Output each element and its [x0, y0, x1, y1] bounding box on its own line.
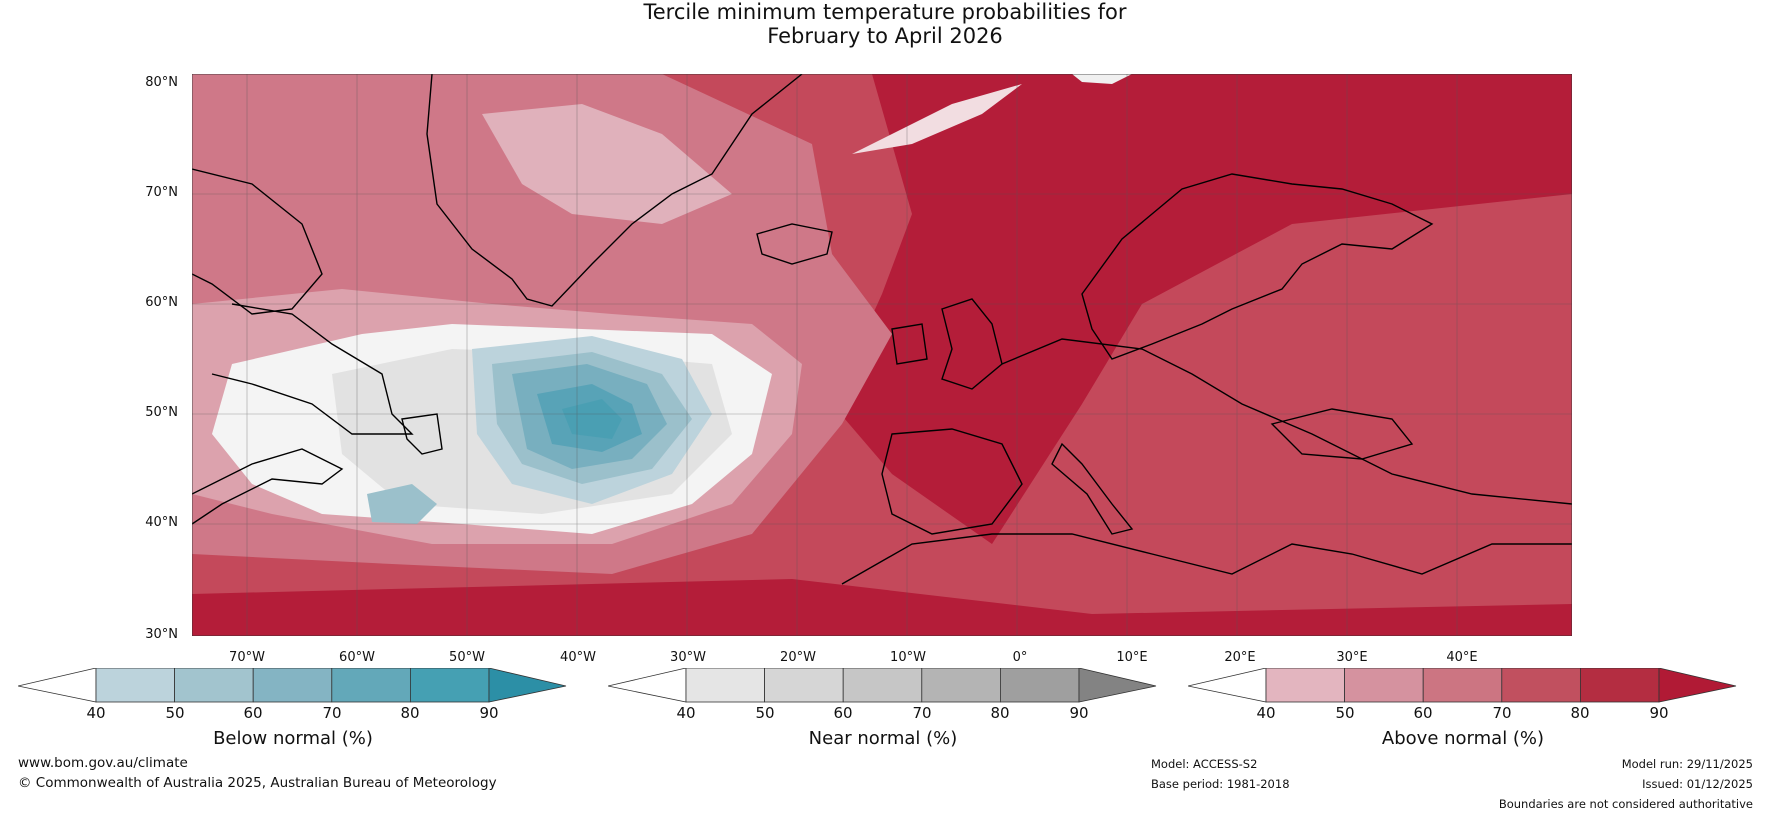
coast-scandinavia — [1081, 173, 1434, 360]
colorbar-above-normal: 40 50 60 70 80 90 Above normal (%) — [1188, 668, 1738, 758]
title-line-1: Tercile minimum temperature probabilitie… — [643, 0, 1127, 24]
lon-label-40e: 40°E — [1446, 650, 1478, 665]
tick-below-40: 40 — [86, 704, 106, 722]
footer-issued: Issued: 01/12/2025 — [1642, 777, 1753, 791]
lon-label-30e: 30°E — [1336, 650, 1368, 665]
lon-label-60w: 60°W — [339, 650, 375, 665]
swatch-above-60-70 — [1422, 668, 1503, 703]
zone-near-svalbard — [1072, 74, 1132, 84]
tick-above-60: 60 — [1413, 704, 1433, 722]
tick-above-90: 90 — [1649, 704, 1669, 722]
coast-nova-scotia — [192, 448, 344, 525]
tick-above-80: 80 — [1570, 704, 1590, 722]
swatch-above-40-50 — [1265, 668, 1345, 703]
coast-baffin — [192, 168, 323, 315]
coast-black-sea — [1270, 408, 1414, 460]
colorbar-above-label: Above normal (%) — [1381, 728, 1545, 749]
swatch-above-80-90 — [1579, 668, 1660, 703]
title-line-2: February to April 2026 — [767, 24, 1003, 48]
swatch-below-70-80 — [331, 668, 411, 703]
lat-label-40n: 40°N — [145, 515, 178, 530]
swatch-above-50-60 — [1344, 668, 1424, 703]
tick-near-90: 90 — [1069, 704, 1089, 722]
tick-near-50: 50 — [755, 704, 775, 722]
tick-below-60: 60 — [243, 704, 263, 722]
lon-label-0: 0° — [1012, 650, 1028, 665]
coast-british-isles — [891, 298, 1003, 390]
lon-label-10w: 10°W — [890, 650, 926, 665]
lat-label-30n: 30°N — [145, 627, 178, 642]
coast-continent — [1001, 338, 1572, 505]
lat-label-80n: 80°N — [145, 75, 178, 90]
tick-below-80: 80 — [400, 704, 420, 722]
coastlines — [192, 74, 1572, 585]
footer-copyright: © Commonwealth of Australia 2025, Austra… — [18, 775, 497, 791]
swatch-near-over-90 — [1078, 668, 1157, 703]
swatch-below-80-90 — [409, 668, 490, 703]
coast-iberia — [881, 428, 1023, 535]
swatch-below-under-40 — [18, 668, 97, 703]
zone-below-small — [367, 484, 437, 524]
tick-near-80: 80 — [990, 704, 1010, 722]
zone-near-greenland-sea — [852, 84, 1022, 154]
footer-website: www.bom.gov.au/climate — [18, 755, 188, 771]
tick-below-90: 90 — [479, 704, 499, 722]
swatch-near-under-40 — [608, 668, 687, 703]
footer-disclaimer: Boundaries are not considered authoritat… — [1498, 797, 1753, 811]
lat-label-60n: 60°N — [145, 295, 178, 310]
swatch-above-over-90 — [1658, 668, 1737, 703]
zone-above-90-south — [192, 579, 1572, 636]
probability-map — [192, 74, 1572, 636]
colorbar-near-normal-swatches — [608, 668, 1157, 703]
swatch-near-80-90 — [999, 668, 1080, 703]
swatch-below-60-70 — [252, 668, 333, 703]
graticule — [192, 74, 1572, 636]
lat-label-50n: 50°N — [145, 405, 178, 420]
tick-near-70: 70 — [912, 704, 932, 722]
colorbar-near-normal: 40 50 60 70 80 90 Near normal (%) — [608, 668, 1158, 758]
coast-north-africa — [841, 533, 1572, 585]
colorbar-below-label: Below normal (%) — [213, 728, 373, 749]
coast-iceland — [756, 223, 833, 265]
lon-label-50w: 50°W — [449, 650, 485, 665]
swatch-near-70-80 — [921, 668, 1001, 703]
footer-model: Model: ACCESS-S2 — [1151, 757, 1258, 771]
swatch-above-under-40 — [1188, 668, 1267, 703]
tick-above-50: 50 — [1335, 704, 1355, 722]
swatch-below-over-90 — [488, 668, 567, 703]
lon-label-10e: 10°E — [1116, 650, 1148, 665]
lon-label-70w: 70°W — [229, 650, 265, 665]
tick-above-40: 40 — [1256, 704, 1276, 722]
tick-near-40: 40 — [676, 704, 696, 722]
footer-model-run: Model run: 29/11/2025 — [1621, 757, 1753, 771]
lon-label-30w: 30°W — [670, 650, 706, 665]
tick-below-50: 50 — [165, 704, 185, 722]
tick-above-70: 70 — [1492, 704, 1512, 722]
coast-newfoundland — [401, 413, 443, 455]
colorbar-below-normal-swatches — [18, 668, 567, 703]
colorbar-near-label: Near normal (%) — [808, 728, 958, 749]
swatch-near-40-50 — [685, 668, 765, 703]
swatch-above-70-80 — [1501, 668, 1581, 703]
tick-below-70: 70 — [322, 704, 342, 722]
footer-base-period: Base period: 1981-2018 — [1151, 777, 1290, 791]
coast-greenland — [426, 74, 803, 307]
tick-near-60: 60 — [833, 704, 853, 722]
colorbar-below-normal: 40 50 60 70 80 90 Below normal (%) — [18, 668, 568, 758]
swatch-below-50-60 — [174, 668, 254, 703]
lat-label-70n: 70°N — [145, 185, 178, 200]
swatch-below-40-50 — [95, 668, 175, 703]
swatch-near-50-60 — [764, 668, 844, 703]
lon-label-20w: 20°W — [780, 650, 816, 665]
colorbar-above-normal-swatches — [1188, 668, 1737, 703]
coast-italy — [1051, 442, 1134, 535]
lon-label-40w: 40°W — [560, 650, 596, 665]
coast-labrador — [211, 303, 414, 435]
lon-label-20e: 20°E — [1224, 650, 1256, 665]
chart-title: Tercile minimum temperature probabilitie… — [0, 0, 1770, 48]
swatch-near-60-70 — [842, 668, 923, 703]
